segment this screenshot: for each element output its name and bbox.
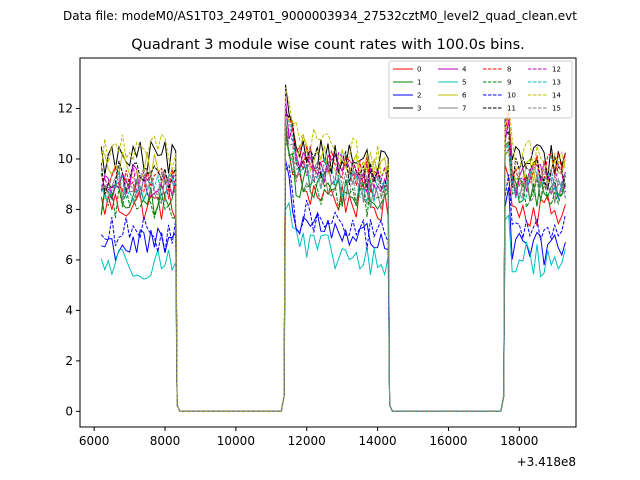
y-axis: 0 2 4 6 8 10 12 bbox=[58, 101, 80, 418]
y-tick-label: 2 bbox=[65, 354, 73, 368]
series-line-3 bbox=[100, 84, 566, 412]
series-line-1 bbox=[100, 121, 566, 412]
legend-label-6: 6 bbox=[462, 92, 467, 100]
legend-label-5: 5 bbox=[462, 79, 466, 87]
legend-label-0: 0 bbox=[417, 66, 421, 74]
x-tick-label: 6000 bbox=[79, 434, 110, 448]
chart-title: Quadrant 3 module wise count rates with … bbox=[131, 37, 525, 53]
y-tick-label: 10 bbox=[58, 152, 73, 166]
x-tick-label: 10000 bbox=[217, 434, 255, 448]
series-layer bbox=[100, 84, 566, 412]
x-tick-label: 16000 bbox=[429, 434, 467, 448]
series-line-5 bbox=[100, 201, 566, 412]
y-tick-label: 0 bbox=[65, 404, 73, 418]
x-tick-label: 14000 bbox=[359, 434, 397, 448]
x-tick-label: 18000 bbox=[500, 434, 538, 448]
x-tick-label: 8000 bbox=[150, 434, 181, 448]
x-axis: 6000 8000 10000 12000 14000 16000 18000 bbox=[79, 427, 538, 448]
series-line-4 bbox=[100, 98, 566, 412]
legend-label-2: 2 bbox=[417, 92, 421, 100]
legend-label-10: 10 bbox=[507, 92, 516, 100]
series-line-9 bbox=[100, 139, 566, 412]
series-line-15 bbox=[100, 118, 566, 412]
legend-label-7: 7 bbox=[462, 105, 466, 113]
series-line-0 bbox=[100, 130, 566, 412]
y-tick-label: 8 bbox=[65, 202, 73, 216]
legend-label-12: 12 bbox=[552, 66, 561, 74]
legend-box bbox=[388, 60, 573, 119]
legend-label-15: 15 bbox=[552, 105, 561, 113]
legend-label-14: 14 bbox=[552, 92, 561, 100]
legend-label-11: 11 bbox=[507, 105, 516, 113]
legend-label-9: 9 bbox=[507, 79, 511, 87]
legend-label-3: 3 bbox=[417, 105, 421, 113]
legend-label-1: 1 bbox=[417, 79, 421, 87]
series-line-2 bbox=[101, 159, 566, 412]
figure-suptitle: Data file: modeM0/AS1T03_249T01_90000039… bbox=[63, 9, 577, 23]
y-tick-label: 4 bbox=[65, 303, 73, 317]
x-offset-label: +3.418e8 bbox=[517, 455, 576, 469]
y-tick-label: 12 bbox=[58, 101, 73, 115]
legend-label-13: 13 bbox=[552, 79, 561, 87]
y-tick-label: 6 bbox=[65, 253, 73, 267]
series-line-8 bbox=[100, 109, 566, 412]
series-line-10 bbox=[100, 163, 566, 412]
plot-frame bbox=[79, 57, 577, 428]
series-line-14 bbox=[100, 87, 566, 412]
legend-label-8: 8 bbox=[507, 66, 511, 74]
series-line-13 bbox=[100, 118, 566, 412]
legend-label-4: 4 bbox=[462, 66, 467, 74]
x-tick-label: 12000 bbox=[288, 434, 326, 448]
